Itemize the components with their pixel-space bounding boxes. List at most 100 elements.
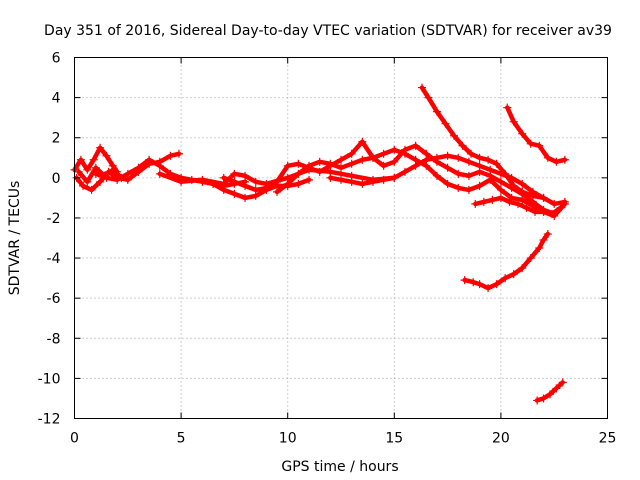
data-point xyxy=(531,207,540,216)
data-point xyxy=(230,169,239,178)
data-point xyxy=(488,195,497,204)
x-tick-label: 20 xyxy=(492,431,510,447)
data-point xyxy=(113,175,122,184)
series-track-10 xyxy=(418,83,548,202)
data-point xyxy=(518,195,527,204)
data-point xyxy=(469,278,478,287)
data-point xyxy=(496,185,505,194)
series-line xyxy=(157,167,397,187)
data-point xyxy=(368,177,377,186)
data-point xyxy=(219,185,228,194)
data-point xyxy=(89,155,98,164)
data-point xyxy=(454,169,463,178)
data-point xyxy=(454,183,463,192)
data-point xyxy=(418,83,427,92)
data-point xyxy=(467,149,476,158)
data-point xyxy=(166,151,175,160)
series-line xyxy=(462,231,551,291)
x-tick-label: 0 xyxy=(70,431,79,447)
data-point xyxy=(347,149,356,158)
data-point xyxy=(390,173,399,182)
data-point xyxy=(379,149,388,158)
x-tick-label: 10 xyxy=(279,431,297,447)
data-point xyxy=(464,157,473,166)
data-point xyxy=(560,155,569,164)
data-point xyxy=(83,165,92,174)
data-point xyxy=(79,181,88,190)
y-axis-label: SDTVAR / TECUs xyxy=(7,181,23,296)
data-point xyxy=(526,139,535,148)
data-point xyxy=(100,171,109,180)
data-point xyxy=(198,175,207,184)
data-point xyxy=(539,394,548,403)
data-point xyxy=(123,169,132,178)
data-point xyxy=(522,203,531,212)
x-tick-label: 15 xyxy=(385,431,403,447)
data-point xyxy=(117,173,126,182)
data-point xyxy=(558,378,567,387)
data-point xyxy=(560,197,569,206)
data-point xyxy=(337,175,345,184)
y-tick-label: 0 xyxy=(52,171,61,187)
data-point xyxy=(509,117,518,126)
data-point xyxy=(454,153,463,162)
y-tick-label: -10 xyxy=(38,371,61,387)
data-point xyxy=(443,179,452,188)
data-point xyxy=(432,153,441,162)
x-tick-label: 25 xyxy=(599,431,617,447)
data-point xyxy=(484,155,493,164)
data-point xyxy=(358,179,367,188)
data-point xyxy=(283,161,292,170)
y-tick-label: -4 xyxy=(47,251,61,267)
series-track-4 xyxy=(74,163,126,186)
data-point xyxy=(518,129,527,138)
data-point xyxy=(390,145,399,154)
data-point xyxy=(501,169,510,178)
data-point xyxy=(460,276,469,285)
data-point xyxy=(443,151,452,160)
data-point xyxy=(503,103,512,112)
data-point xyxy=(432,171,441,180)
data-point xyxy=(432,107,441,116)
data-point xyxy=(533,396,542,405)
plot-frame xyxy=(74,57,608,419)
data-point xyxy=(241,181,250,190)
data-point xyxy=(492,280,501,289)
y-tick-label: 4 xyxy=(52,91,61,107)
data-point xyxy=(230,177,239,186)
y-tick-label: -8 xyxy=(47,331,61,347)
data-point xyxy=(283,179,292,188)
data-point xyxy=(177,177,186,186)
data-point xyxy=(326,159,335,168)
data-point xyxy=(219,173,228,182)
data-series xyxy=(70,83,569,405)
data-point xyxy=(422,155,431,164)
data-point xyxy=(273,177,282,186)
data-point xyxy=(548,209,557,218)
y-tick-label: -12 xyxy=(38,412,61,428)
data-point xyxy=(518,187,527,196)
data-point xyxy=(76,155,85,164)
data-point xyxy=(241,171,250,180)
data-point xyxy=(315,157,324,166)
data-point xyxy=(458,141,467,150)
series-line xyxy=(419,85,546,201)
data-point xyxy=(134,163,143,172)
data-point xyxy=(326,173,335,182)
data-point xyxy=(443,163,452,172)
series-line xyxy=(72,145,120,175)
data-point xyxy=(484,284,493,293)
data-point xyxy=(155,161,164,170)
data-point xyxy=(411,161,420,170)
data-point xyxy=(486,165,495,174)
data-point xyxy=(424,93,433,102)
data-point xyxy=(379,161,388,170)
data-point xyxy=(550,199,559,208)
series-track-11 xyxy=(503,103,569,166)
data-point xyxy=(400,149,409,158)
data-point xyxy=(91,163,100,172)
data-point xyxy=(230,189,239,198)
data-point xyxy=(545,390,554,399)
data-point xyxy=(368,153,377,162)
